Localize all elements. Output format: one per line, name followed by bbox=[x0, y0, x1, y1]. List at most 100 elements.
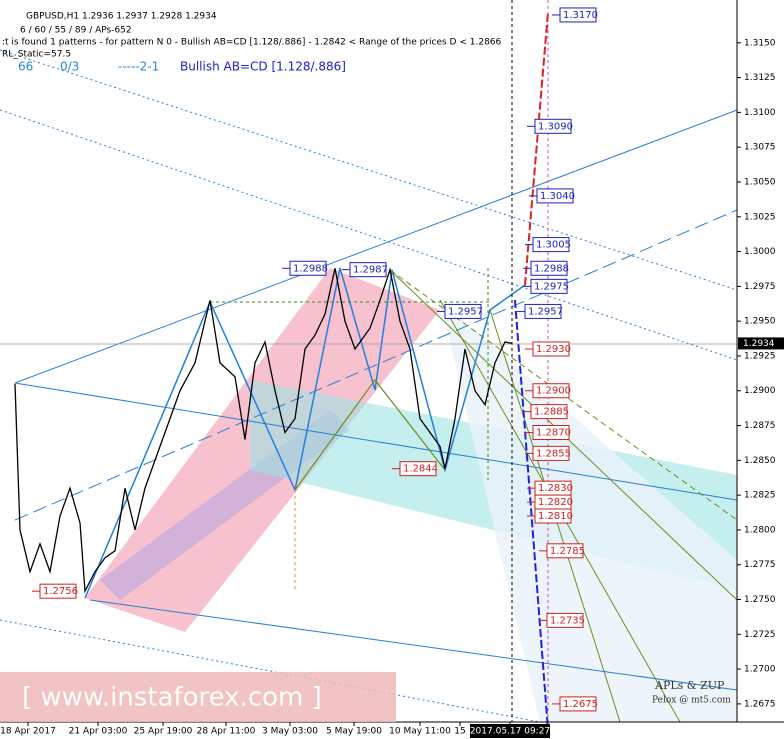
channel-line bbox=[14, 109, 738, 384]
level-label: 1.3040 bbox=[540, 191, 575, 202]
settings-line: 6 / 60 / 55 / 89 / APs-652 bbox=[20, 26, 132, 36]
level-box bbox=[530, 404, 568, 420]
level-label: 1.2820 bbox=[538, 497, 573, 508]
y-tick-label: 1.2875 bbox=[744, 421, 776, 431]
ratio: 0/3 bbox=[60, 60, 79, 74]
level-box bbox=[530, 260, 568, 276]
channel-line bbox=[14, 382, 738, 501]
level-label: 1.3090 bbox=[538, 121, 573, 132]
level-label: 1.3005 bbox=[536, 240, 571, 251]
level-box bbox=[39, 583, 77, 599]
x-tick-label: 10 May 11:00 bbox=[389, 727, 451, 737]
level-label: 1.2810 bbox=[538, 511, 573, 522]
y-tick-label: 1.2750 bbox=[744, 595, 776, 605]
x-tick-label: 21 Apr 03:00 bbox=[69, 727, 128, 737]
y-tick-label: 1.3000 bbox=[744, 247, 776, 257]
level-label: 1.2930 bbox=[536, 344, 571, 355]
y-tick-label: 1.2725 bbox=[744, 630, 776, 640]
level-label: 1.2988 bbox=[534, 263, 569, 274]
level-box bbox=[534, 508, 572, 524]
level-label: 1.2987 bbox=[353, 265, 388, 276]
level-box bbox=[532, 425, 570, 441]
level-label: 1.2885 bbox=[534, 407, 569, 418]
x-tick-label: 5 May 19:00 bbox=[326, 727, 382, 737]
x-tick-label: 3 May 03:00 bbox=[262, 727, 318, 737]
x-tick-label: 28 Apr 11:00 bbox=[197, 727, 256, 737]
level-box bbox=[532, 383, 570, 399]
level-box bbox=[444, 303, 482, 319]
footer-credit: Pelox @ mt5.com bbox=[652, 696, 731, 706]
y-tick-label: 1.3025 bbox=[744, 212, 776, 222]
step: -----2-1 bbox=[118, 60, 159, 74]
y-tick-label: 1.2850 bbox=[744, 456, 776, 466]
pattern-name: Bullish AB=CD [1.128/.886] bbox=[180, 60, 346, 74]
level-label: 1.2855 bbox=[536, 448, 571, 459]
current-price-box bbox=[738, 337, 784, 350]
channel-line bbox=[0, 49, 738, 291]
level-label: 1.2830 bbox=[538, 483, 573, 494]
level-box bbox=[524, 303, 562, 319]
channel-line bbox=[89, 599, 738, 691]
zigzag bbox=[84, 267, 526, 599]
level-box bbox=[399, 461, 437, 477]
symbol-line: GBPUSD,H1 1.2936 1.2937 1.2928 1.2934 bbox=[26, 12, 217, 22]
y-tick-label: 1.2950 bbox=[744, 317, 776, 327]
channel-line bbox=[14, 209, 738, 521]
level-label: 1.2756 bbox=[43, 586, 78, 597]
pattern-line: :t is found 1 patterns - for pattern N 0… bbox=[2, 38, 502, 48]
level-box bbox=[534, 118, 572, 134]
level-box bbox=[532, 341, 570, 357]
level-box bbox=[530, 278, 568, 294]
y-tick-label: 1.3050 bbox=[744, 177, 776, 187]
level-label: 1.2957 bbox=[448, 306, 483, 317]
level-box bbox=[559, 696, 597, 712]
level-box bbox=[559, 7, 597, 23]
x-tick-box bbox=[470, 724, 550, 738]
level-label: 1.2844 bbox=[403, 464, 438, 475]
level-label: 1.2900 bbox=[536, 386, 571, 397]
level-label: 1.2988 bbox=[293, 263, 328, 274]
level-box bbox=[546, 612, 584, 628]
projection bbox=[514, 299, 549, 731]
light-zone bbox=[440, 300, 737, 722]
projection bbox=[524, 11, 549, 286]
level-box bbox=[289, 260, 327, 276]
zigzag bbox=[294, 379, 446, 491]
y-tick-label: 1.2800 bbox=[744, 525, 776, 535]
dynamic-layer: 1.2675 1.2700 1.2725 1.2750 1.2775 1.2800 1.28… bbox=[0, 7, 784, 738]
level-box bbox=[532, 445, 570, 461]
y-tick-label: 1.2900 bbox=[744, 386, 776, 396]
level-label: 1.2785 bbox=[550, 546, 585, 557]
x-tick-label: 2017.05.17 09:27 bbox=[470, 727, 550, 737]
level-box bbox=[532, 237, 570, 253]
level-label: 1.2675 bbox=[563, 699, 598, 710]
price-line bbox=[14, 267, 513, 594]
x-tick-label: 18 Apr 2017 bbox=[0, 727, 56, 737]
y-tick-label: 1.2975 bbox=[744, 282, 776, 292]
level-label: 1.3170 bbox=[563, 10, 598, 21]
channel-line bbox=[0, 619, 541, 723]
y-tick-label: 1.3125 bbox=[744, 73, 776, 83]
level-box bbox=[536, 188, 574, 204]
y-tick-label: 1.2675 bbox=[744, 699, 776, 709]
y-tick-label: 1.2775 bbox=[744, 560, 776, 570]
level-label: 1.2735 bbox=[550, 615, 585, 626]
x-tick-label: 15 bbox=[454, 727, 465, 737]
level-label: 1.2957 bbox=[528, 306, 563, 317]
count: 66 bbox=[18, 60, 33, 74]
level-label: 1.2870 bbox=[536, 428, 571, 439]
footer-brand: APLs & ZUP bbox=[654, 679, 725, 692]
x-tick-label: 25 Apr 19:00 bbox=[134, 727, 193, 737]
static-line: RL_Static=57.5 bbox=[2, 50, 71, 60]
watermark: [ www.instaforex.com ] bbox=[22, 683, 322, 713]
current-price-label: 1.2934 bbox=[743, 339, 775, 349]
y-tick-label: 1.2700 bbox=[744, 665, 776, 675]
y-tick-label: 1.3100 bbox=[744, 108, 776, 118]
y-tick-label: 1.3150 bbox=[744, 38, 776, 48]
watermark-box bbox=[0, 672, 396, 722]
level-box bbox=[349, 262, 387, 278]
y-tick-label: 1.2825 bbox=[744, 491, 776, 501]
level-box bbox=[546, 543, 584, 559]
y-tick-label: 1.2925 bbox=[744, 351, 776, 361]
